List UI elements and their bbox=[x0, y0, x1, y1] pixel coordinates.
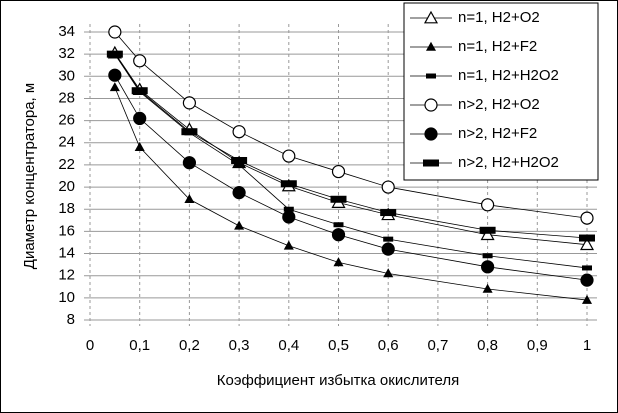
x-tick-label: 0,6 bbox=[378, 337, 399, 354]
y-axis-label: Диаметр концентратора, м bbox=[21, 83, 38, 269]
legend-label: n>2, H2+F2 bbox=[458, 125, 537, 142]
marker bbox=[133, 111, 147, 126]
y-tick-label: 18 bbox=[58, 200, 75, 217]
marker bbox=[182, 96, 196, 110]
marker bbox=[181, 128, 198, 136]
marker bbox=[331, 228, 346, 242]
marker bbox=[424, 98, 438, 112]
marker bbox=[108, 68, 122, 82]
marker bbox=[109, 82, 120, 92]
y-tick-label: 32 bbox=[58, 45, 75, 62]
x-tick-label: 0,5 bbox=[328, 337, 349, 354]
marker bbox=[131, 87, 148, 95]
x-tick-label: 1 bbox=[583, 337, 591, 354]
x-tick-label: 0,2 bbox=[179, 337, 200, 354]
marker bbox=[108, 25, 122, 39]
marker bbox=[380, 209, 397, 217]
marker bbox=[182, 156, 196, 170]
marker bbox=[480, 227, 495, 241]
marker bbox=[425, 41, 437, 51]
x-tick-label: 0,9 bbox=[527, 337, 548, 354]
marker bbox=[479, 226, 496, 234]
marker bbox=[482, 253, 493, 259]
y-tick-label: 14 bbox=[58, 245, 75, 262]
marker bbox=[232, 186, 246, 200]
y-tick-label: 22 bbox=[58, 156, 75, 173]
marker bbox=[333, 222, 344, 228]
marker bbox=[481, 260, 495, 274]
y-tick-label: 28 bbox=[58, 89, 75, 106]
y-tick-label: 20 bbox=[58, 178, 75, 195]
marker bbox=[134, 141, 145, 151]
y-tick-label: 26 bbox=[58, 112, 75, 129]
marker bbox=[232, 125, 246, 139]
x-tick-label: 0 bbox=[86, 337, 94, 354]
marker bbox=[580, 273, 594, 287]
marker bbox=[423, 10, 439, 24]
legend-label: n=1, H2+H2O2 bbox=[458, 67, 559, 84]
marker bbox=[482, 283, 493, 293]
legend-label: n=1, H2+O2 bbox=[458, 9, 540, 26]
marker bbox=[383, 236, 394, 242]
marker bbox=[283, 206, 294, 212]
marker bbox=[333, 257, 344, 267]
marker bbox=[381, 242, 395, 256]
marker bbox=[234, 162, 245, 168]
y-tick-label: 12 bbox=[58, 267, 75, 284]
x-axis-label: Коэффициент избытка окислителя bbox=[217, 372, 460, 389]
legend-label: n>2, H2+H2O2 bbox=[458, 154, 559, 171]
legend-label: n=1, H2+F2 bbox=[458, 38, 537, 55]
marker bbox=[579, 234, 595, 242]
marker bbox=[580, 211, 594, 225]
marker bbox=[282, 149, 296, 163]
marker bbox=[581, 294, 593, 304]
marker bbox=[481, 198, 495, 212]
y-tick-label: 24 bbox=[58, 134, 75, 151]
marker bbox=[184, 194, 195, 204]
marker bbox=[280, 180, 297, 188]
marker bbox=[330, 195, 347, 203]
x-tick-label: 0,7 bbox=[427, 337, 448, 354]
marker bbox=[331, 164, 346, 179]
marker bbox=[424, 127, 438, 141]
y-tick-label: 30 bbox=[58, 67, 75, 84]
x-tick-label: 0,3 bbox=[229, 337, 250, 354]
marker bbox=[106, 50, 123, 58]
marker bbox=[383, 268, 394, 278]
x-tick-label: 0,8 bbox=[477, 337, 498, 354]
y-tick-label: 10 bbox=[58, 289, 75, 306]
marker bbox=[423, 159, 439, 167]
marker bbox=[579, 237, 595, 251]
marker bbox=[133, 54, 147, 68]
legend-box bbox=[403, 2, 599, 181]
y-tick-label: 16 bbox=[58, 222, 75, 239]
marker bbox=[283, 240, 294, 250]
marker bbox=[282, 210, 296, 224]
marker bbox=[582, 265, 592, 271]
marker bbox=[234, 220, 245, 230]
x-tick-label: 0,1 bbox=[129, 337, 150, 354]
marker bbox=[381, 180, 395, 194]
marker bbox=[426, 73, 436, 79]
legend-label: n>2, H2+O2 bbox=[458, 96, 540, 113]
x-tick-label: 0,4 bbox=[278, 337, 299, 354]
y-tick-label: 8 bbox=[67, 311, 75, 328]
y-tick-label: 34 bbox=[58, 23, 75, 40]
marker bbox=[231, 156, 248, 164]
